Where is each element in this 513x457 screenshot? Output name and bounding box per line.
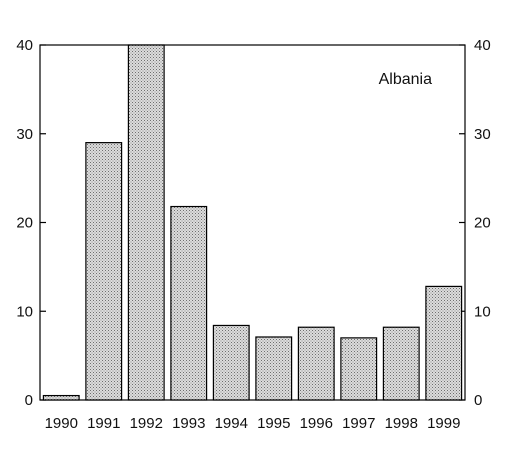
- right-y-tick-label: 20: [474, 215, 491, 232]
- left-y-tick-label: 20: [16, 215, 33, 232]
- x-tick-label: 1998: [385, 415, 418, 432]
- bar-1998: [382, 326, 420, 401]
- left-y-tick-label: 10: [16, 303, 33, 320]
- bar-1997: [340, 337, 378, 401]
- bar-1996: [297, 326, 335, 401]
- bar-1995: [255, 336, 293, 401]
- country-annotation: Albania: [379, 71, 432, 88]
- bar-1991: [85, 142, 123, 401]
- x-tick-label: 1993: [172, 415, 205, 432]
- bar-1994: [212, 324, 250, 401]
- x-tick-label: 1997: [342, 415, 375, 432]
- x-tick-label: 1991: [87, 415, 120, 432]
- left-y-axis: 0 10 20 30 40: [16, 37, 46, 409]
- bar-1990: [42, 394, 80, 401]
- bar-1993: [170, 205, 208, 401]
- x-tick-label: 1996: [300, 415, 333, 432]
- right-y-tick-label: 0: [474, 392, 482, 409]
- bars-group: [42, 44, 463, 401]
- x-tick-label: 1995: [257, 415, 290, 432]
- right-y-tick-label: 40: [474, 37, 491, 54]
- left-y-tick-label: 40: [16, 37, 33, 54]
- right-y-tick-label: 10: [474, 303, 491, 320]
- bar-1992: [127, 44, 165, 401]
- x-axis-labels: 1990 1991 1992 1993 1994 1995 1996 1997 1998 1999: [45, 415, 461, 432]
- right-y-tick-label: 30: [474, 126, 491, 143]
- bar-1999: [425, 285, 463, 401]
- left-y-tick-label: 30: [16, 126, 33, 143]
- x-tick-label: 1990: [45, 415, 78, 432]
- x-tick-label: 1992: [130, 415, 163, 432]
- right-y-axis: 0 10 20 30 40: [459, 37, 491, 409]
- x-tick-label: 1994: [215, 415, 248, 432]
- x-tick-label: 1999: [427, 415, 460, 432]
- left-y-tick-label: 0: [25, 392, 33, 409]
